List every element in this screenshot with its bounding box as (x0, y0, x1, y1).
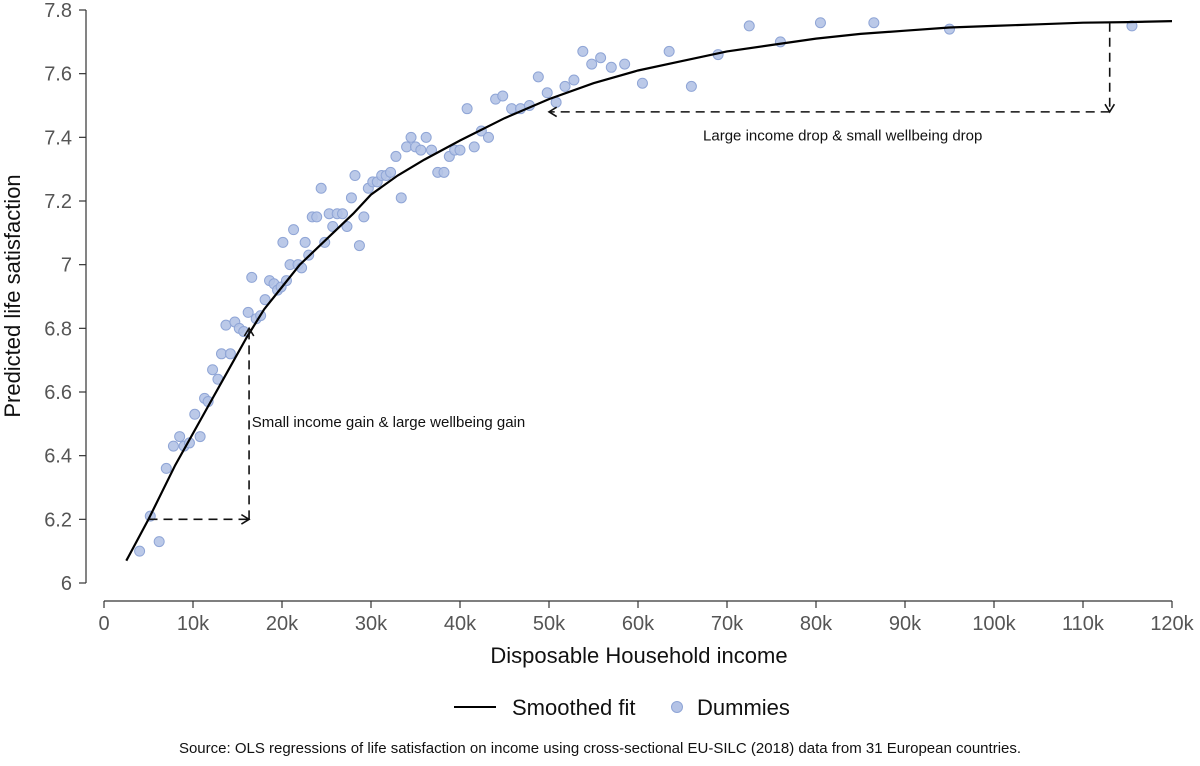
annotations: Small income gain & large wellbeing gain… (148, 22, 1116, 525)
data-point (595, 52, 607, 64)
annotation-label-gain: Small income gain & large wellbeing gain (252, 414, 526, 431)
data-point (189, 408, 201, 420)
data-point (160, 462, 172, 474)
data-point (341, 220, 353, 232)
fit-line (125, 20, 1173, 562)
legend-dot-swatch (671, 701, 683, 713)
x-axis-title: Disposable Household income (490, 643, 787, 668)
x-tick-label: 40k (444, 613, 477, 635)
data-point (420, 131, 432, 143)
y-tick-label: 6.6 (44, 382, 72, 404)
data-point (743, 20, 755, 32)
data-point (174, 431, 186, 443)
data-point (345, 192, 357, 204)
legend-label-fit: Smoothed fit (512, 695, 636, 720)
data-point (194, 431, 206, 443)
data-point (385, 166, 397, 178)
data-point (605, 61, 617, 73)
x-tick-label: 120k (1150, 613, 1194, 635)
data-point (337, 208, 349, 220)
x-tick-label: 80k (800, 613, 833, 635)
x-tick-label: 110k (1062, 613, 1105, 635)
y-tick-label: 7.8 (44, 0, 72, 22)
data-point (167, 440, 179, 452)
data-point (153, 536, 165, 548)
x-tick-label: 90k (889, 613, 922, 635)
data-point (395, 192, 407, 204)
data-point (224, 348, 236, 360)
x-tick-label: 20k (266, 613, 299, 635)
y-tick-label: 7.4 (44, 127, 72, 149)
plot-area (125, 17, 1173, 562)
data-point (468, 141, 480, 153)
y-tick-label: 7.6 (44, 64, 72, 86)
data-point (207, 364, 219, 376)
legend: Smoothed fit Dummies (454, 695, 790, 720)
data-point (259, 294, 271, 306)
x-tick-label: 10k (177, 613, 210, 635)
data-point (636, 77, 648, 89)
data-point (586, 58, 598, 70)
axes: 0 10k 20k 30k 40k 50k 60k 70k 80k 90k 100k 110k 120k… (44, 0, 1194, 635)
data-point (405, 131, 417, 143)
y-tick-label: 6.8 (44, 318, 72, 340)
legend-label-dummies: Dummies (697, 695, 790, 720)
y-tick-label: 6 (61, 573, 72, 595)
data-point (353, 240, 365, 252)
y-axis-title: Predicted life satisfaction (0, 174, 25, 417)
y-tick-label: 6.4 (44, 446, 72, 468)
data-point (577, 45, 589, 57)
data-point (390, 150, 402, 162)
data-point (619, 58, 631, 70)
data-point (327, 220, 339, 232)
y-tick-label: 7 (61, 255, 72, 277)
x-tick-label: 60k (622, 613, 655, 635)
data-point (685, 80, 697, 92)
annotation-arrow-head (243, 326, 255, 337)
data-point (277, 236, 289, 248)
source-caption: Source: OLS regressions of life satisfac… (178, 740, 1022, 757)
data-point (311, 211, 323, 223)
data-point (246, 271, 258, 283)
data-point (814, 17, 826, 29)
data-point (315, 182, 327, 194)
x-tick-label: 70k (711, 613, 744, 635)
data-point (415, 144, 427, 156)
data-point (482, 131, 494, 143)
data-point (134, 545, 146, 557)
data-point (568, 74, 580, 86)
data-point (541, 87, 553, 99)
annotation-arrow-head (547, 106, 558, 118)
data-point (349, 170, 361, 182)
data-point (242, 306, 254, 318)
data-point (299, 236, 311, 248)
data-point (358, 211, 370, 223)
y-tick-label: 7.2 (44, 191, 72, 213)
data-point (454, 144, 466, 156)
data-point (532, 71, 544, 83)
data-point (868, 17, 880, 29)
data-point (461, 103, 473, 115)
data-point (288, 224, 300, 236)
x-tick-label: 30k (355, 613, 388, 635)
data-point (497, 90, 509, 102)
data-point (559, 80, 571, 92)
y-tick-label: 6.2 (44, 509, 72, 531)
data-point (663, 45, 675, 57)
x-tick-label: 0 (98, 613, 109, 635)
data-point (438, 166, 450, 178)
data-point (944, 23, 955, 35)
x-tick-label: 50k (533, 613, 566, 635)
x-tick-label: 100k (972, 613, 1016, 635)
annotation-label-drop: Large income drop & small wellbeing drop (703, 128, 982, 145)
